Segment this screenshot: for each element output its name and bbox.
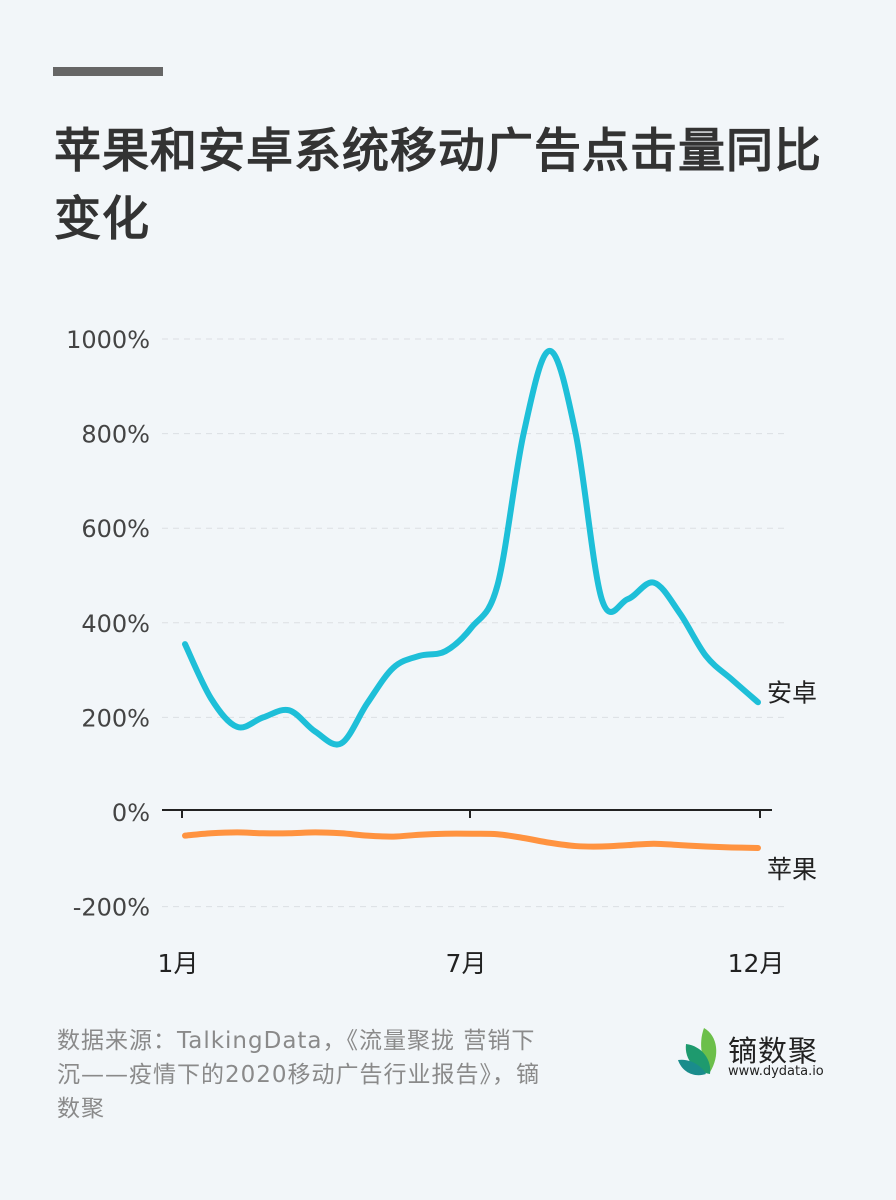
x-tick-label: 7月 (446, 949, 487, 978)
y-tick-label: 1000% (66, 326, 150, 354)
x-tick-label: 12月 (728, 949, 785, 978)
title-accent-bar (53, 67, 163, 76)
source-note: 数据来源：TalkingData，《流量聚拢 营销下沉——疫情下的2020移动广… (57, 1028, 541, 1122)
series-line-安卓 (182, 347, 761, 748)
x-axis: 1月 7月 12月 (158, 809, 785, 978)
brand-url: www.dydata.io (728, 1064, 824, 1079)
x-tick-label: 1月 (158, 949, 199, 978)
brand-logo: 镝数聚 www.dydata.io (676, 1026, 846, 1086)
series-lines (182, 347, 761, 851)
y-tick-label: 400% (81, 610, 150, 638)
y-tick-label: 200% (81, 704, 150, 732)
series-label: 苹果 (767, 855, 817, 884)
y-tick-label: 800% (81, 421, 150, 449)
y-tick-label: -200% (73, 894, 150, 922)
chart-title: 苹果和安卓系统移动广告点击量同比变化 (54, 124, 822, 247)
brand-name: 镝数聚 (728, 1034, 819, 1068)
y-tick-label: 0% (112, 799, 150, 827)
y-axis-labels: 1000% 800% 600% 400% 200% 0% -200% (66, 326, 150, 922)
line-chart: 1000% 800% 600% 400% 200% 0% -200% 1月 7月 12月 安卓苹… (66, 326, 817, 978)
leaf-logo-icon (678, 1028, 717, 1076)
series-label: 安卓 (767, 678, 817, 707)
y-tick-label: 600% (81, 515, 150, 543)
series-line-苹果 (182, 829, 761, 851)
